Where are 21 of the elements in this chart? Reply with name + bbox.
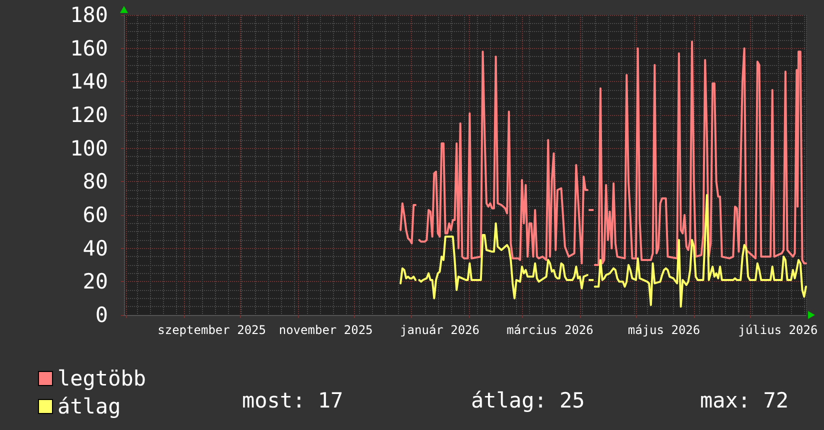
x-tick-label: szeptember 2025 xyxy=(158,323,266,337)
legend-label: legtöbb xyxy=(58,366,146,390)
legend-label: átlag xyxy=(58,394,121,418)
y-tick-label: 120 xyxy=(70,103,108,127)
y-tick-label: 60 xyxy=(82,203,108,227)
text: most: 17 xyxy=(242,388,344,412)
y-tick-label: 100 xyxy=(70,136,108,160)
y-tick-label: 140 xyxy=(70,70,108,94)
y-tick-label: 160 xyxy=(70,36,108,60)
y-tick-label: 80 xyxy=(82,170,108,194)
text: max: 72 xyxy=(700,388,789,412)
x-tick-label: november 2025 xyxy=(278,323,373,337)
y-tick-label: 0 xyxy=(95,303,108,327)
text: átlag: 25 xyxy=(471,388,585,412)
x-tick-label: július 2026 xyxy=(738,323,818,337)
y-tick-label: 40 xyxy=(82,236,108,260)
y-tick-label: 180 xyxy=(70,3,108,27)
x-tick-label: május 2026 xyxy=(628,323,700,337)
y-tick-label: 20 xyxy=(82,270,108,294)
x-tick-label: március 2026 xyxy=(506,323,594,337)
x-tick-label: január 2026 xyxy=(400,323,480,337)
